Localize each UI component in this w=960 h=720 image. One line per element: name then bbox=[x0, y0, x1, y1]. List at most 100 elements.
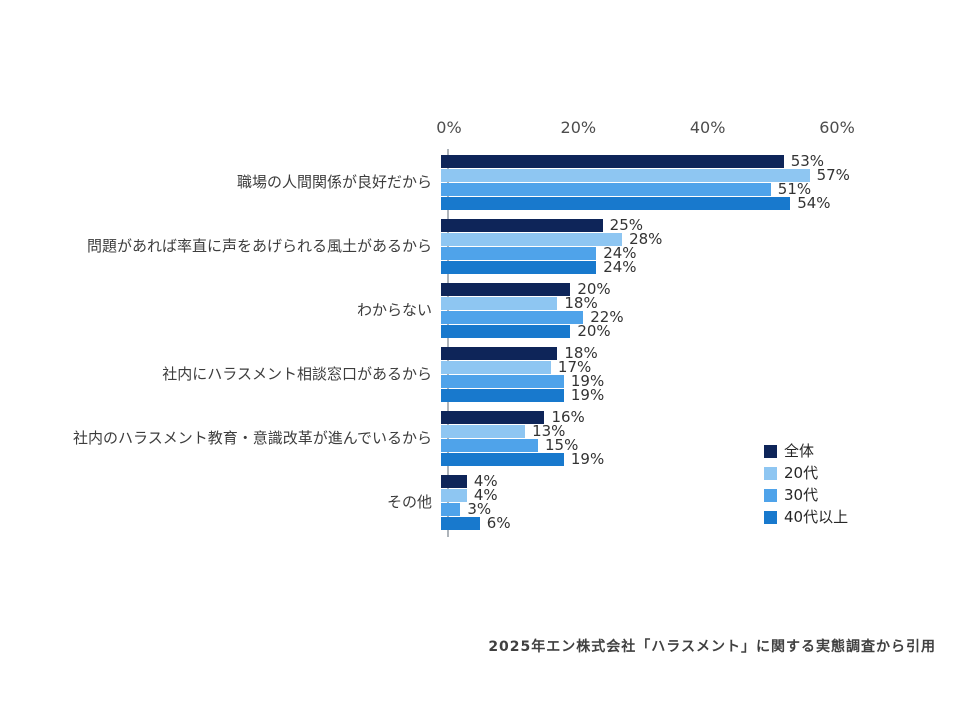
bar-group: 16% 13% 15% 19% bbox=[441, 408, 960, 468]
bar-value-label: 24% bbox=[601, 258, 639, 276]
category-row: 問題があれば率直に声をあげられる風土があるから 25% 28% 24% 24% bbox=[0, 216, 960, 276]
category-label: 職場の人間関係が良好だから bbox=[236, 173, 432, 191]
bar-line: 6% bbox=[441, 514, 960, 532]
bar-line: 51% bbox=[441, 182, 960, 197]
bar-value-label: 19% bbox=[568, 450, 607, 468]
legend-swatch bbox=[764, 511, 777, 524]
bar-line: 25% bbox=[441, 216, 960, 234]
bar bbox=[441, 219, 603, 232]
category-row: わからない 20% 18% 22% 20% bbox=[0, 280, 960, 340]
bar bbox=[441, 389, 564, 402]
bar-line: 18% bbox=[441, 344, 960, 362]
bar-line: 54% bbox=[441, 194, 960, 212]
bar bbox=[441, 489, 467, 502]
bar bbox=[441, 197, 791, 210]
bar bbox=[441, 347, 558, 360]
bar-value-label: 20% bbox=[575, 280, 613, 298]
bar-value-label: 13% bbox=[530, 422, 568, 440]
bar bbox=[441, 375, 564, 388]
bar bbox=[441, 297, 558, 310]
bar-value-label: 25% bbox=[607, 216, 645, 234]
bar-group: 25% 28% 24% 24% bbox=[441, 216, 960, 276]
bar-group: 53% 57% 51% 54% bbox=[441, 152, 960, 212]
category-label: 社内にハラスメント相談窓口があるから bbox=[162, 365, 432, 383]
category-label: わからない bbox=[356, 301, 432, 319]
category-label: その他 bbox=[386, 493, 432, 511]
bar-group: 18% 17% 19% 19% bbox=[441, 344, 960, 403]
bar bbox=[441, 311, 584, 324]
bar-line: 22% bbox=[441, 308, 960, 326]
bar-value-label: 19% bbox=[568, 372, 607, 390]
bar-line: 57% bbox=[441, 166, 960, 184]
legend-item: 全体 bbox=[764, 442, 848, 460]
bar-line: 16% bbox=[441, 408, 960, 426]
bar bbox=[441, 503, 461, 516]
bar-line: 4% bbox=[441, 474, 960, 489]
bar-line: 28% bbox=[441, 230, 960, 248]
bar bbox=[441, 233, 623, 246]
bar-line: 18% bbox=[441, 294, 960, 312]
bar-line: 53% bbox=[441, 152, 960, 170]
legend-swatch bbox=[764, 467, 777, 480]
bar-value-label: 22% bbox=[588, 308, 626, 326]
bar-value-label: 16% bbox=[549, 408, 587, 426]
plot-rows: 職場の人間関係が良好だから 53% 57% 51% 54% 問題があれば率直に声をあげられ… bbox=[0, 152, 960, 539]
bar bbox=[441, 325, 571, 338]
bar-line: 24% bbox=[441, 258, 960, 276]
bar-value-label: 18% bbox=[562, 344, 600, 362]
legend-label: 40代以上 bbox=[784, 508, 849, 526]
bar-value-label: 18% bbox=[562, 294, 600, 312]
bar-line: 17% bbox=[441, 358, 960, 376]
bar-line: 4% bbox=[441, 486, 960, 504]
category-row: 社内のハラスメント教育・意識改革が進んでいるから 16% 13% 15% 19% bbox=[0, 408, 960, 468]
bar-value-label: 53% bbox=[788, 152, 827, 170]
bar-value-label: 4% bbox=[471, 486, 500, 504]
bar-line: 3% bbox=[441, 500, 960, 518]
bar bbox=[441, 411, 545, 424]
source-citation: 2025年エン株式会社「ハラスメント」に関する実態調査から引用 bbox=[488, 639, 936, 655]
category-row: 職場の人間関係が良好だから 53% 57% 51% 54% bbox=[0, 152, 960, 212]
bar bbox=[441, 439, 538, 452]
bar-value-label: 17% bbox=[555, 358, 594, 376]
legend-item: 40代以上 bbox=[764, 508, 849, 526]
bar bbox=[441, 517, 480, 530]
bar bbox=[441, 169, 810, 182]
legend-label: 20代 bbox=[784, 464, 819, 482]
legend-label: 30代 bbox=[784, 486, 819, 504]
x-axis: 0% 20% 40% 60% bbox=[436, 118, 854, 140]
bar-line: 19% bbox=[441, 372, 960, 390]
x-tick-label: 0% bbox=[436, 118, 462, 137]
bar-value-label: 54% bbox=[795, 194, 833, 212]
bar bbox=[441, 425, 526, 438]
bar-value-label: 24% bbox=[601, 244, 639, 262]
legend-item: 30代 bbox=[764, 486, 848, 504]
bar-line: 24% bbox=[441, 244, 960, 262]
legend-label: 全体 bbox=[784, 442, 815, 460]
bar-value-label: 3% bbox=[465, 500, 494, 518]
bar-value-label: 6% bbox=[484, 514, 513, 532]
bar bbox=[441, 361, 551, 374]
legend-swatch bbox=[764, 445, 777, 458]
bar bbox=[441, 183, 771, 196]
bar-group: 4% 4% 3% 6% bbox=[441, 474, 960, 532]
legend: 全体 20代 30代 40代以上 bbox=[764, 442, 849, 533]
bar-line: 15% bbox=[441, 436, 960, 454]
category-label: 社内のハラスメント教育・意識改革が進んでいるから bbox=[73, 429, 432, 447]
bar-value-label: 57% bbox=[814, 166, 852, 184]
bar-line: 20% bbox=[441, 280, 960, 298]
bar bbox=[441, 453, 564, 466]
bar-line: 19% bbox=[441, 450, 960, 468]
category-row: その他 4% 4% 3% 6% bbox=[0, 474, 960, 532]
x-tick-label: 60% bbox=[819, 118, 855, 137]
bar-line: 19% bbox=[441, 388, 960, 403]
bar-line: 13% bbox=[441, 422, 960, 440]
bar-value-label: 20% bbox=[575, 322, 613, 340]
bar-value-label: 15% bbox=[543, 436, 581, 454]
legend-item: 20代 bbox=[764, 464, 848, 482]
bar-value-label: 28% bbox=[627, 230, 665, 248]
bar-group: 20% 18% 22% 20% bbox=[441, 280, 960, 340]
bar bbox=[441, 261, 597, 274]
legend-swatch bbox=[764, 489, 777, 502]
bar-line: 20% bbox=[441, 322, 960, 340]
